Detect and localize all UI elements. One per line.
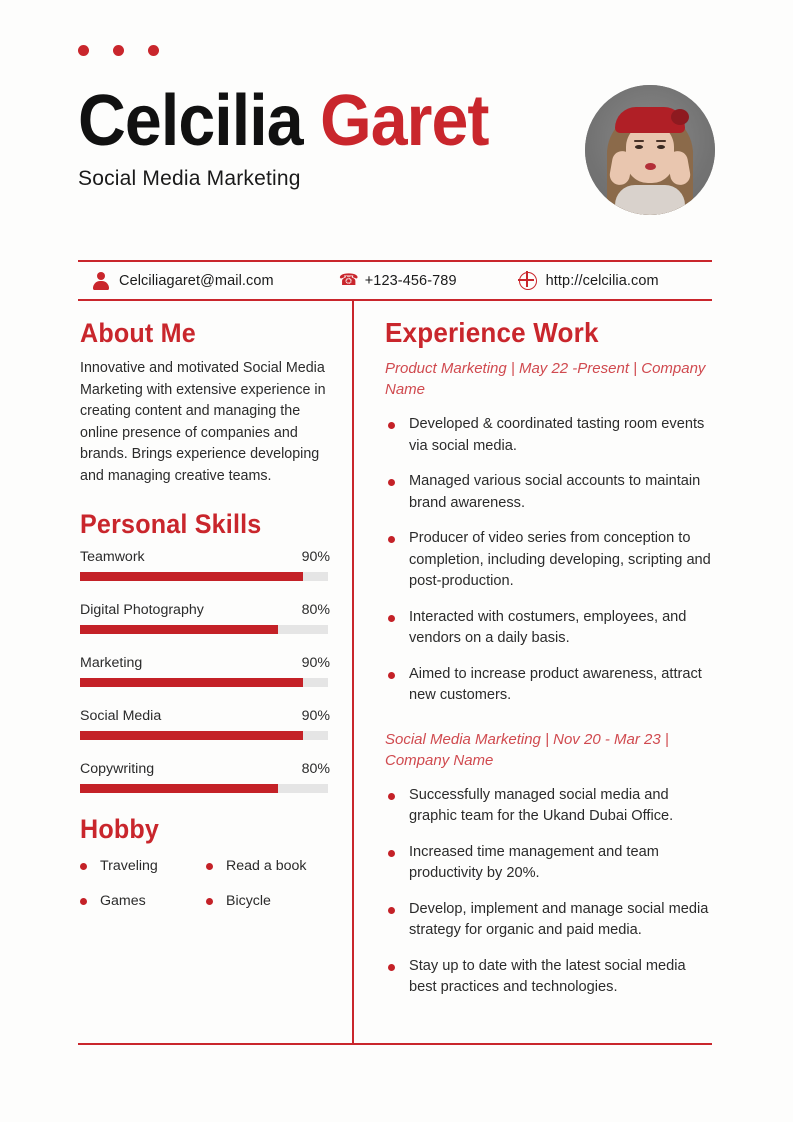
bullet-icon [80,897,87,905]
skill-bar-fill [80,731,304,740]
hobby-label: Read a book [226,858,307,874]
skill-item: Social Media 90% [80,708,330,740]
hobby-label: Games [100,893,146,909]
about-heading: About Me [80,318,196,348]
skill-label: Copywriting [80,761,155,777]
skill-item: Marketing 90% [80,655,330,687]
skill-bar-track [80,784,328,793]
list-item: Read a book [206,858,332,874]
job-role-subtitle: Social Media Marketing [78,167,301,190]
skill-bar-fill [80,784,279,793]
list-item: Producer of video series from conception… [385,528,715,593]
contact-email-text: Celciliagaret@mail.com [119,273,274,289]
list-item: Successfully managed social media and gr… [385,785,715,828]
skill-bar-fill [80,572,304,581]
list-item: Games [80,893,206,909]
skill-bar-fill [80,678,304,687]
skill-bar-track [80,572,328,581]
skill-item: Copywriting 80% [80,761,330,793]
skill-bar-fill [80,625,279,634]
skill-bar-track [80,731,328,740]
headband-shape [615,107,689,133]
list-item: Developed & coordinated tasting room eve… [385,414,715,457]
globe-icon [518,271,537,290]
skill-value: 90% [301,708,330,724]
hobby-section: Hobby Traveling Read a book Games Bicycl… [80,814,330,909]
contact-phone-text: +123-456-789 [364,273,457,289]
list-item: Stay up to date with the latest social m… [385,956,715,999]
skills-heading: Personal Skills [80,509,262,539]
eyebrow-right [656,140,666,142]
skill-value: 80% [301,602,330,618]
list-item: Interacted with costumers, employees, an… [385,607,715,650]
decorative-dots [78,45,159,56]
contact-email[interactable]: Celciliagaret@mail.com [92,272,274,290]
skill-value: 80% [301,761,330,777]
list-item: Traveling [80,858,206,874]
portrait-illustration [585,85,715,215]
list-item: Managed various social accounts to maint… [385,471,715,514]
list-item: Aimed to increase product awareness, att… [385,664,715,707]
dot-icon [113,45,124,56]
hobby-label: Traveling [100,858,158,874]
right-column: Experience Work Product Marketing | May … [385,318,715,1013]
contact-website[interactable]: http://celcilia.com [518,271,659,290]
last-name: Garet [320,81,489,161]
first-name: Celcilia [78,81,304,161]
contact-bar: Celciliagaret@mail.com ☎ +123-456-789 ht… [78,263,712,299]
skill-label: Teamwork [80,549,145,565]
skill-bar-track [80,678,328,687]
skill-bar-track [80,625,328,634]
skill-label: Digital Photography [80,602,204,618]
skill-item: Teamwork 90% [80,549,330,581]
job-title: Social Media Marketing | Nov 20 - Mar 23… [385,730,669,769]
job-title: Product Marketing | May 22 -Present | Co… [385,360,706,398]
left-column: About Me Innovative and motivated Social… [80,318,330,909]
torso-shape [615,185,685,215]
dot-icon [148,45,159,56]
bullet-icon [80,862,87,870]
skill-item: Digital Photography 80% [80,602,330,634]
phone-icon: ☎ [338,272,359,289]
list-item: Bicycle [206,893,332,909]
eyebrow-left [634,140,644,142]
experience-heading: Experience Work [385,317,599,348]
about-text: Innovative and motivated Social Media Ma… [80,360,326,484]
job-bullets: Developed & coordinated tasting room eve… [385,414,715,707]
footer-rule [78,1043,712,1045]
dot-icon [78,45,89,56]
skill-value: 90% [301,655,330,671]
avatar [585,85,715,215]
skill-label: Social Media [80,708,162,724]
face-shape [626,123,674,183]
contact-website-text: http://celcilia.com [545,273,659,289]
contact-rule-bottom [78,299,712,301]
contact-rule-top [78,260,712,262]
page-title: Celcilia Garet [78,85,667,157]
skill-label: Marketing [80,655,143,671]
person-icon [92,272,110,290]
lips-shape [645,163,656,170]
hobby-heading: Hobby [80,814,160,844]
hobby-label: Bicycle [226,893,271,909]
list-item: Increased time management and team produ… [385,842,715,885]
skill-value: 90% [301,549,330,565]
list-item: Develop, implement and manage social med… [385,899,715,942]
hobby-grid: Traveling Read a book Games Bicycle [80,858,330,909]
header: Celcilia Garet Social Media Marketing [78,85,718,225]
contact-phone[interactable]: ☎ +123-456-789 [338,272,457,290]
skills-section: Personal Skills Teamwork 90% Digital Pho… [80,509,330,793]
column-divider [352,300,354,1044]
bullet-icon [206,862,213,870]
eye-left [635,145,643,149]
eye-right [657,145,665,149]
bullet-icon [206,897,213,905]
job-bullets: Successfully managed social media and gr… [385,785,715,999]
